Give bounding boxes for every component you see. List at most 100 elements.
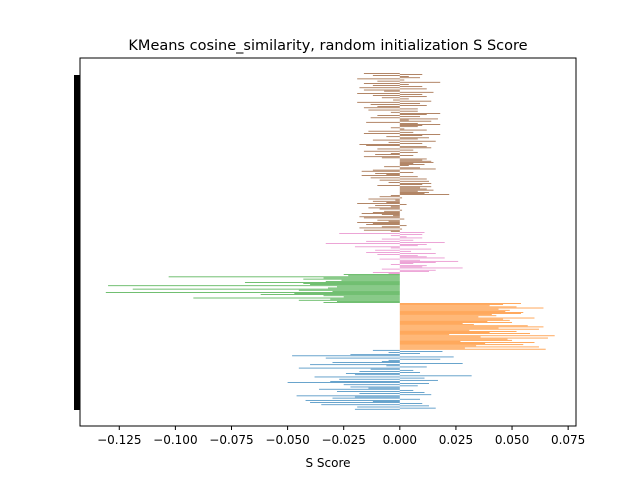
bar	[343, 296, 400, 298]
bar	[399, 363, 463, 364]
bar	[399, 188, 427, 190]
x-tick-label: 0.000	[383, 433, 417, 447]
bar	[399, 236, 407, 238]
bar	[399, 114, 427, 115]
bar	[399, 366, 427, 368]
bar	[399, 253, 436, 254]
bar	[399, 187, 421, 189]
bar	[399, 244, 427, 245]
bar	[399, 306, 517, 308]
bar	[399, 342, 535, 343]
bar	[325, 357, 400, 359]
bar	[399, 250, 412, 252]
bar	[366, 252, 400, 253]
bar	[319, 388, 400, 390]
bar	[354, 396, 400, 398]
bar	[399, 375, 472, 377]
bar	[399, 331, 517, 332]
bar	[399, 180, 429, 182]
bar	[323, 302, 400, 303]
bar	[363, 73, 400, 74]
bar	[377, 219, 400, 221]
bar	[399, 146, 427, 148]
bar	[399, 120, 432, 122]
bar	[368, 198, 400, 200]
bar	[399, 314, 492, 316]
bar	[399, 204, 407, 205]
bar	[399, 304, 504, 306]
bar	[399, 312, 524, 313]
bar	[390, 206, 400, 208]
bar	[399, 94, 423, 95]
bar	[359, 371, 400, 372]
bar	[399, 161, 434, 163]
bar	[399, 189, 434, 191]
bar	[399, 319, 510, 321]
bar	[399, 345, 477, 347]
bar	[399, 165, 409, 166]
bar	[399, 74, 423, 75]
bar	[399, 332, 490, 333]
bar	[399, 186, 432, 188]
bar	[399, 337, 548, 339]
bar	[399, 403, 423, 404]
bar	[386, 202, 400, 203]
bar	[343, 384, 400, 386]
bar	[377, 254, 400, 255]
bar	[399, 218, 405, 220]
bar	[399, 269, 436, 271]
bar	[399, 405, 429, 407]
bar	[370, 117, 400, 119]
bar	[399, 110, 418, 112]
x-axis-label: S Score	[305, 456, 350, 470]
bar	[379, 208, 400, 210]
bar	[390, 153, 400, 154]
bar	[399, 321, 488, 322]
bar	[375, 249, 400, 251]
bar	[372, 223, 400, 224]
bar	[359, 227, 400, 229]
bar	[357, 78, 400, 80]
bar	[399, 334, 450, 336]
bar	[399, 100, 432, 102]
bar	[399, 167, 421, 169]
bar	[390, 230, 400, 232]
bar	[328, 287, 400, 289]
bar	[377, 106, 400, 108]
bar	[370, 104, 400, 105]
x-tick-label: 0.075	[551, 433, 585, 447]
bar	[372, 401, 400, 402]
bar	[357, 93, 400, 94]
bar	[370, 368, 400, 370]
bar	[399, 327, 499, 329]
bar	[377, 148, 400, 150]
bar	[343, 274, 400, 275]
bar	[388, 141, 400, 143]
bar	[399, 119, 409, 121]
bar	[399, 328, 539, 330]
bar	[399, 164, 425, 165]
bar	[399, 147, 432, 149]
bar	[384, 210, 400, 212]
bar	[244, 282, 400, 283]
bar	[132, 288, 400, 290]
bar	[399, 129, 427, 131]
bar	[363, 217, 400, 219]
x-tick-label: 0.050	[495, 433, 529, 447]
bar	[399, 259, 421, 261]
bar	[310, 402, 400, 403]
bar	[399, 263, 414, 264]
bar	[399, 84, 409, 85]
bar	[399, 232, 425, 233]
bar	[350, 354, 400, 356]
bar	[348, 275, 400, 277]
bar	[393, 215, 400, 217]
bar	[399, 192, 429, 193]
bar	[399, 113, 441, 114]
bar	[359, 393, 400, 394]
bar	[381, 361, 400, 362]
bar	[372, 75, 400, 76]
bar	[357, 101, 400, 103]
bar	[399, 242, 445, 243]
bar	[381, 157, 400, 159]
